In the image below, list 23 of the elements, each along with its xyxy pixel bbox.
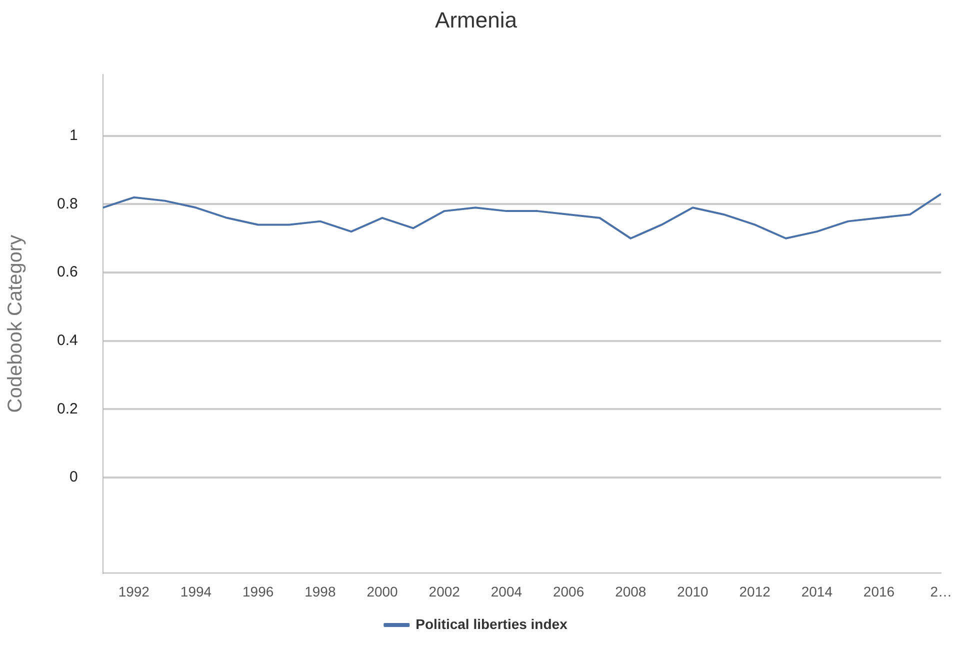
chart-title: Armenia bbox=[435, 7, 518, 32]
y-tick-label: 0.2 bbox=[56, 400, 78, 418]
x-tick-label: 2002 bbox=[428, 583, 460, 600]
x-tick-label: 2012 bbox=[739, 583, 771, 600]
x-tick-label: 2004 bbox=[490, 583, 522, 600]
y-tick-label: 0 bbox=[70, 468, 78, 486]
y-tick-label: 0.8 bbox=[56, 195, 78, 212]
x-tick-label: 2014 bbox=[801, 583, 833, 600]
x-tick-label: 2016 bbox=[863, 583, 895, 600]
x-tick-label: 2… bbox=[930, 583, 952, 600]
y-tick-label: 0.4 bbox=[56, 332, 78, 350]
y-tick-label: 0.6 bbox=[56, 264, 78, 281]
x-tick-label: 2006 bbox=[552, 583, 584, 600]
x-tick-label: 1994 bbox=[180, 583, 212, 600]
x-tick-label: 2008 bbox=[615, 583, 646, 600]
legend-label: Political liberties index bbox=[416, 616, 568, 632]
x-tick-label: 2000 bbox=[366, 583, 398, 600]
y-tick-label: 1 bbox=[70, 127, 78, 144]
x-tick-label: 1996 bbox=[242, 583, 274, 600]
x-tick-label: 1998 bbox=[304, 583, 336, 600]
x-tick-label: 1992 bbox=[118, 583, 150, 600]
y-axis-title: Codebook Category bbox=[4, 234, 27, 413]
x-tick-label: 2010 bbox=[677, 583, 709, 600]
